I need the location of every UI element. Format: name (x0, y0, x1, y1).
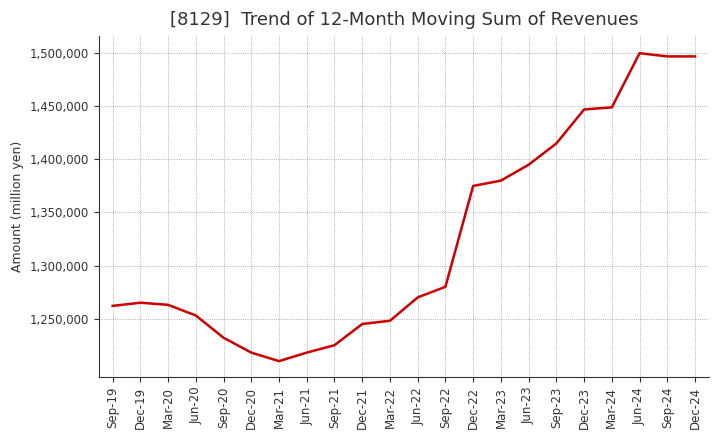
Title: [8129]  Trend of 12-Month Moving Sum of Revenues: [8129] Trend of 12-Month Moving Sum of R… (170, 11, 638, 29)
Y-axis label: Amount (million yen): Amount (million yen) (11, 141, 24, 272)
